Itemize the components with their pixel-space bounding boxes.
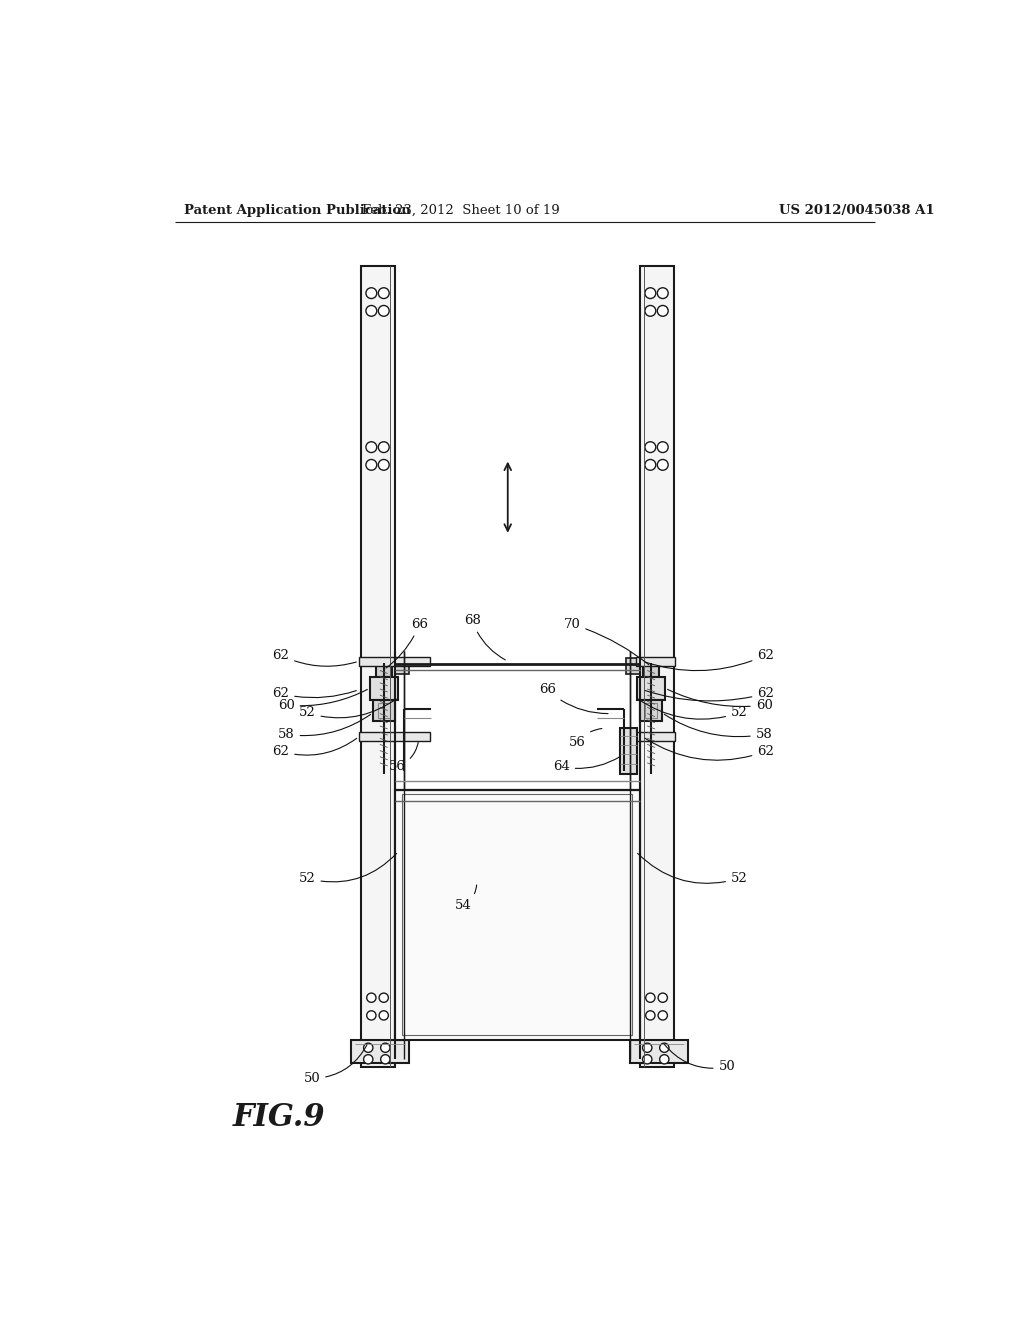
Bar xyxy=(637,677,665,700)
Circle shape xyxy=(366,305,377,317)
Text: 62: 62 xyxy=(272,686,356,700)
Text: 66: 66 xyxy=(386,618,428,668)
Text: 58: 58 xyxy=(278,714,371,741)
Text: 52: 52 xyxy=(638,700,748,719)
Text: FIG.9: FIG.9 xyxy=(232,1102,326,1133)
Circle shape xyxy=(658,1011,668,1020)
Text: 52: 52 xyxy=(299,700,396,719)
Circle shape xyxy=(366,459,377,470)
Text: 70: 70 xyxy=(563,618,649,665)
Circle shape xyxy=(659,1055,669,1064)
Circle shape xyxy=(645,442,655,453)
Circle shape xyxy=(364,1055,373,1064)
Circle shape xyxy=(378,442,389,453)
Circle shape xyxy=(643,1043,652,1052)
Text: US 2012/0045038 A1: US 2012/0045038 A1 xyxy=(779,205,935,218)
Circle shape xyxy=(367,993,376,1002)
Circle shape xyxy=(367,1011,376,1020)
Bar xyxy=(640,700,662,721)
Bar xyxy=(370,677,397,700)
Circle shape xyxy=(366,288,377,298)
Bar xyxy=(640,267,674,1067)
Circle shape xyxy=(378,305,389,317)
Bar xyxy=(373,700,394,721)
Bar xyxy=(643,663,658,677)
Bar xyxy=(378,702,390,718)
Text: 66: 66 xyxy=(539,684,608,714)
Bar xyxy=(645,702,657,718)
Circle shape xyxy=(657,442,669,453)
Text: 62: 62 xyxy=(645,686,774,701)
Text: 54: 54 xyxy=(455,884,476,912)
Bar xyxy=(378,659,389,664)
Text: 56: 56 xyxy=(568,729,602,748)
Text: 58: 58 xyxy=(665,714,772,741)
Bar xyxy=(394,789,640,1040)
Bar xyxy=(359,733,430,742)
Bar xyxy=(376,663,391,677)
Circle shape xyxy=(658,993,668,1002)
Bar xyxy=(402,795,632,1035)
Text: 62: 62 xyxy=(272,648,356,667)
Circle shape xyxy=(378,459,389,470)
Circle shape xyxy=(379,1011,388,1020)
Text: 52: 52 xyxy=(299,854,396,884)
Bar xyxy=(360,267,394,1067)
Bar xyxy=(626,659,640,673)
Circle shape xyxy=(646,993,655,1002)
Text: Patent Application Publication: Patent Application Publication xyxy=(183,205,411,218)
Bar xyxy=(630,1040,688,1063)
Circle shape xyxy=(657,305,669,317)
Text: 50: 50 xyxy=(665,1044,735,1073)
Text: 60: 60 xyxy=(668,689,773,711)
Circle shape xyxy=(659,1043,669,1052)
Bar xyxy=(359,656,430,665)
Circle shape xyxy=(643,1055,652,1064)
Bar xyxy=(646,659,656,664)
Circle shape xyxy=(657,459,669,470)
Bar xyxy=(394,659,409,673)
Circle shape xyxy=(657,288,669,298)
Text: 64: 64 xyxy=(553,756,621,774)
Text: 62: 62 xyxy=(645,738,774,760)
Circle shape xyxy=(366,442,377,453)
Bar xyxy=(351,1040,410,1063)
Text: 68: 68 xyxy=(464,614,505,660)
Circle shape xyxy=(381,1055,390,1064)
Bar xyxy=(636,656,675,665)
Text: 62: 62 xyxy=(272,738,356,758)
Text: 62: 62 xyxy=(645,648,774,671)
Circle shape xyxy=(646,1011,655,1020)
Circle shape xyxy=(645,288,655,298)
Circle shape xyxy=(379,993,388,1002)
Text: 50: 50 xyxy=(303,1045,367,1085)
Circle shape xyxy=(364,1043,373,1052)
Bar xyxy=(621,729,637,775)
Text: 52: 52 xyxy=(638,853,748,884)
Circle shape xyxy=(381,1043,390,1052)
Text: 56: 56 xyxy=(388,742,418,774)
Text: Feb. 23, 2012  Sheet 10 of 19: Feb. 23, 2012 Sheet 10 of 19 xyxy=(362,205,560,218)
Circle shape xyxy=(378,288,389,298)
Bar xyxy=(636,733,675,742)
Text: 60: 60 xyxy=(278,689,368,711)
Circle shape xyxy=(645,459,655,470)
Circle shape xyxy=(645,305,655,317)
